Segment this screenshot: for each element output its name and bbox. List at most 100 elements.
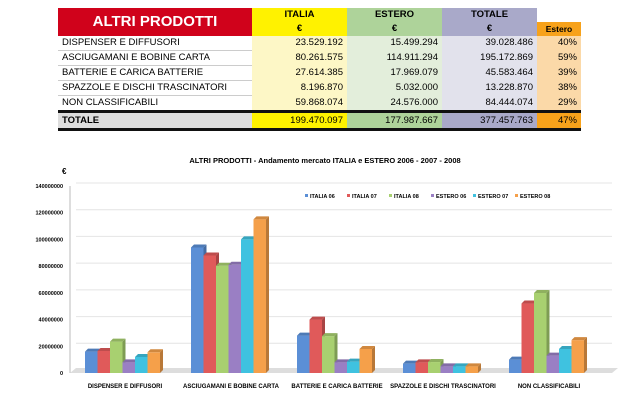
table-title: ALTRI PRODOTTI (58, 8, 252, 36)
cell-label: NON CLASSIFICABILI (58, 95, 252, 112)
x-tick-label: BATTERIE E CARICA BATTERIE (291, 384, 382, 390)
bar-top (297, 332, 313, 336)
bar (97, 350, 110, 373)
y-tick-label: 40000000 (39, 318, 63, 324)
cell-estero: 5.032.000 (347, 80, 442, 96)
bar (253, 219, 266, 373)
legend-label: ITALIA 07 (352, 194, 377, 200)
bar-top (241, 236, 257, 240)
cell-pct: 38% (537, 80, 581, 96)
bar (241, 239, 254, 373)
bar-top (110, 338, 126, 342)
bar-top (521, 300, 537, 304)
bar-side (160, 349, 163, 373)
bar-top (415, 359, 431, 363)
bar-top (97, 347, 113, 351)
chart-title: ALTRI PRODOTTI - Andamento mercato ITALI… (189, 156, 460, 165)
cell-pct: 40% (537, 36, 581, 51)
legend-swatch (473, 194, 476, 197)
currency-estero: € (347, 22, 442, 36)
bar-top (147, 349, 163, 353)
bar (297, 335, 310, 373)
cell-italia: 59.868.074 (252, 95, 347, 112)
cell-pct: 39% (537, 65, 581, 81)
bar (453, 366, 466, 373)
x-tick-label: SPAZZOLE E DISCHI TRASCINATORI (390, 384, 496, 390)
bar (322, 336, 335, 373)
bar-top (203, 252, 219, 256)
currency-italia: € (252, 22, 347, 36)
bar-top (122, 359, 138, 363)
bar (110, 341, 123, 373)
cell-italia: 8.196.870 (252, 80, 347, 96)
bar (521, 303, 534, 373)
cell-pct: 59% (537, 50, 581, 66)
bar-side (478, 363, 481, 373)
bar (359, 348, 372, 373)
bar-side (584, 337, 587, 373)
cell-italia: 23.529.192 (252, 36, 347, 51)
cell-estero: 15.499.294 (347, 36, 442, 51)
bar (415, 362, 428, 373)
bar (147, 352, 160, 373)
bar-top (403, 360, 419, 364)
cell-label: DISPENSER E DIFFUSORI (58, 36, 252, 51)
y-tick-label: 20000000 (39, 344, 63, 350)
total-estero: 177.987.667 (347, 110, 442, 131)
header-empty (537, 8, 581, 22)
bar (559, 348, 572, 373)
y-tick-label: 80000000 (39, 264, 63, 270)
currency-totale: € (442, 22, 537, 36)
bar-top (216, 262, 232, 266)
cell-totale: 39.028.486 (442, 36, 537, 51)
header-totale: TOTALE (442, 8, 537, 22)
legend-swatch (515, 194, 518, 197)
y-tick-label: 60000000 (39, 291, 63, 297)
bar (403, 363, 416, 373)
header-pct-estero: Estero (537, 22, 581, 36)
cell-totale: 13.228.870 (442, 80, 537, 96)
bar (334, 362, 347, 373)
bar-top (309, 316, 325, 320)
bar (85, 351, 98, 373)
bar-chart: ALTRI PRODOTTI - Andamento mercato ITALI… (35, 156, 618, 390)
bar-top (440, 363, 456, 367)
bar-top (322, 333, 338, 337)
bar-side (372, 345, 375, 373)
bar (534, 292, 547, 373)
y-tick-label: 100000000 (35, 237, 63, 243)
bar-top (428, 359, 444, 363)
legend-label: ITALIA 08 (394, 194, 419, 200)
bar (428, 362, 441, 373)
bar-top (453, 363, 469, 367)
table-row: DISPENSER E DIFFUSORI 23.529.192 15.499.29… (58, 36, 581, 51)
legend-swatch (305, 194, 308, 197)
bar-top (85, 348, 101, 352)
x-tick-label: ASCIUGAMANI E BOBINE CARTA (183, 384, 280, 390)
bar-top (347, 358, 363, 362)
bar-side (546, 289, 550, 373)
total-row: TOTALE 199.470.097 177.987.667 377.457.7… (58, 110, 581, 131)
bar-top (546, 352, 562, 356)
cell-label: SPAZZOLE E DISCHI TRASCINATORI (58, 80, 252, 96)
header-italia: ITALIA (252, 8, 347, 22)
bar-top (509, 356, 525, 360)
bar-top (135, 353, 151, 357)
bar (228, 264, 241, 373)
legend-swatch (389, 194, 392, 197)
bar (309, 319, 322, 373)
cell-estero: 24.576.000 (347, 95, 442, 112)
cell-totale: 195.172.869 (442, 50, 537, 66)
bar-top (534, 289, 550, 293)
header-estero: ESTERO (347, 8, 442, 22)
cell-label: ASCIUGAMANI E BOBINE CARTA (58, 50, 252, 66)
bar-top (359, 345, 375, 349)
bar-top (334, 359, 350, 363)
bar (546, 355, 559, 373)
bar (216, 265, 229, 373)
total-label: TOTALE (58, 110, 252, 131)
cell-estero: 17.969.079 (347, 65, 442, 81)
bar (203, 255, 216, 373)
legend-label: ESTERO 07 (478, 194, 508, 200)
bar-side (266, 216, 269, 373)
